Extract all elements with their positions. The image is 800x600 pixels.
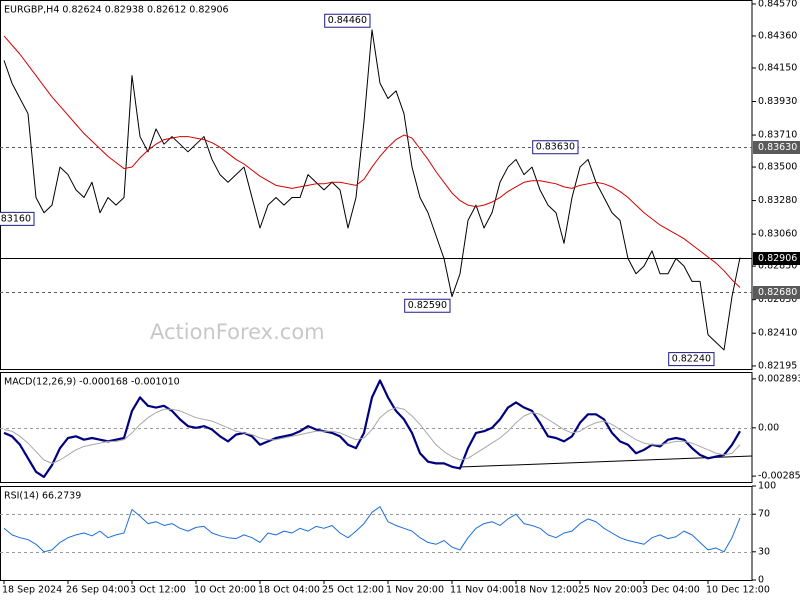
x-tick-label: 25 Oct 12:00 <box>322 585 384 596</box>
x-tick-label: 18 Oct 04:00 <box>258 585 320 596</box>
y-tick-label: 0 <box>758 575 764 586</box>
y-tick-label: 0.00 <box>758 422 779 433</box>
x-tick-label: 1 Nov 20:00 <box>386 585 444 596</box>
y-tick-label: 0.83930 <box>758 96 797 107</box>
series-line <box>3 35 741 288</box>
annotation-box <box>668 352 715 367</box>
y-tick-label: 0.82410 <box>758 328 797 339</box>
panel-title: EURGBP,H4 0.82624 0.82938 0.82612 0.8290… <box>4 5 229 16</box>
annotation-label: 0.82590 <box>408 300 447 311</box>
panel-frame <box>0 0 753 370</box>
annotation-box <box>532 140 579 155</box>
y-tick-label: 0.83060 <box>758 229 797 240</box>
annotation-box <box>324 13 371 28</box>
macd-trendline <box>459 455 753 468</box>
price-tag-label: 0.82680 <box>758 287 797 298</box>
y-tick-label: 0.82850 <box>758 261 797 272</box>
annotation-label: 0.83630 <box>536 142 575 153</box>
y-tick-label: 0.84360 <box>758 30 797 41</box>
y-tick-label: 30 <box>758 546 770 557</box>
x-tick-label: 10 Oct 20:00 <box>194 585 256 596</box>
panel-title: RSI(14) 66.2739 <box>4 491 81 502</box>
annotation-label: 0.82240 <box>672 354 711 365</box>
y-tick-label: 70 <box>758 509 770 520</box>
x-tick-label: 11 Nov 04:00 <box>450 585 514 596</box>
y-tick-label: 0.002893 <box>758 373 800 384</box>
y-tick-label: 0.83710 <box>758 130 797 141</box>
price-tag-label: 0.82906 <box>758 253 797 264</box>
x-tick-label: 18 Sep 2024 <box>2 585 62 596</box>
y-tick-label: 0.84570 <box>758 0 797 9</box>
price-tag <box>753 252 800 265</box>
x-tick-label: 18 Nov 12:00 <box>514 585 578 596</box>
x-tick-label: 25 Nov 20:00 <box>578 585 642 596</box>
series-line <box>3 379 741 479</box>
series-line <box>3 29 741 351</box>
y-tick-label: 0.83500 <box>758 162 797 173</box>
y-tick-label: 0.83280 <box>758 195 797 206</box>
annotation-box <box>404 298 451 313</box>
price-tag <box>753 286 800 299</box>
y-tick-label: 100 <box>758 481 776 492</box>
annotation-box <box>0 211 35 226</box>
series-line <box>3 506 741 553</box>
x-tick-label: 10 Dec 12:00 <box>706 585 770 596</box>
price-tag <box>753 141 800 154</box>
panel-frame <box>0 486 753 581</box>
annotation-label: 0.84460 <box>328 15 367 26</box>
panel-title: MACD(12,26,9) -0.000168 -0.001010 <box>4 377 180 388</box>
y-tick-label: 0.84150 <box>758 62 797 73</box>
y-tick-label: 0.82195 <box>758 360 797 371</box>
watermark: ActionForex.com <box>150 320 325 344</box>
x-tick-label: 26 Sep 04:00 <box>66 585 129 596</box>
y-tick-label: -0.002852 <box>758 471 800 482</box>
annotation-label: 83160 <box>1 213 31 224</box>
x-tick-label: 3 Dec 04:00 <box>642 585 700 596</box>
x-tick-label: 3 Oct 12:00 <box>130 585 186 596</box>
price-tag-label: 0.83630 <box>758 142 797 153</box>
series-line <box>3 407 741 464</box>
y-tick-label: 0.82630 <box>758 294 797 305</box>
